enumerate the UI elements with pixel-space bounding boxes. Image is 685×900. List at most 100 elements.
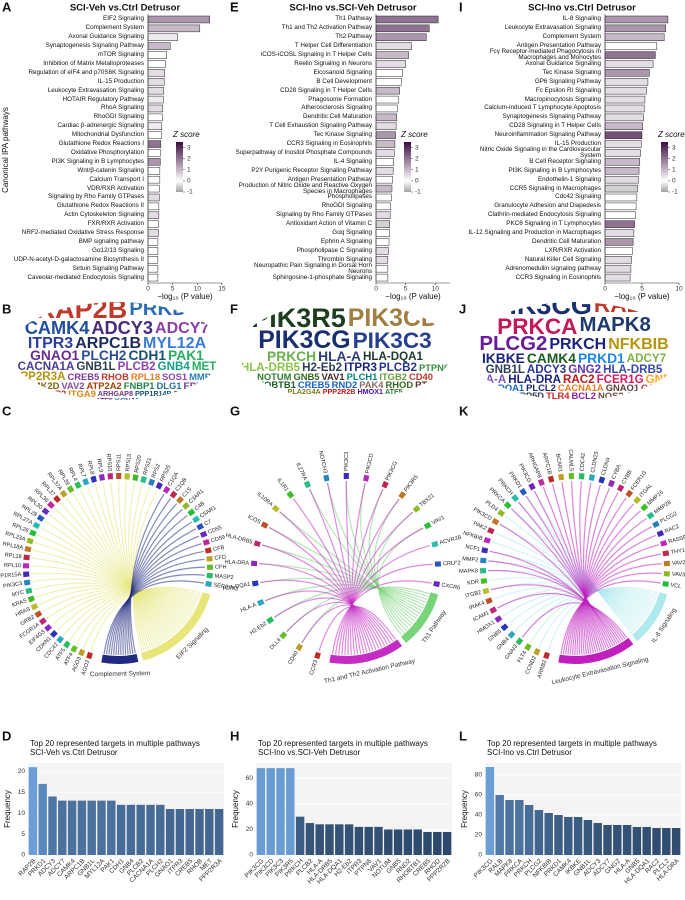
y-tick-label: Oxidative Phosphorylation <box>70 148 144 156</box>
gene-segment <box>423 521 432 530</box>
word: PLCL2 <box>526 382 556 394</box>
bar <box>604 229 635 237</box>
gene-segment <box>90 475 97 483</box>
gene-label: PIK3CD <box>472 507 492 522</box>
gene-segment <box>482 587 490 595</box>
y-tick-label: RhoA Signaling <box>100 104 144 112</box>
bar <box>375 122 397 130</box>
panel-letter: J <box>459 301 466 316</box>
word: PIK3C3 <box>352 328 432 354</box>
chord-link <box>560 580 661 654</box>
word: PLCG2 <box>479 332 548 355</box>
bar <box>583 820 593 855</box>
chord-link <box>128 482 150 650</box>
bar <box>604 86 647 95</box>
y-tick-label: B Cell Receptor Signaling <box>529 157 601 165</box>
y-tick-label: Tec Kinase Signaling <box>542 68 601 76</box>
chord-link <box>542 486 606 651</box>
bar <box>442 832 452 855</box>
y-tick-label: 60 <box>475 792 483 799</box>
word: ITPR3 <box>27 334 74 352</box>
y-tick-label: Superpathway of Inositol Phosphate Compo… <box>235 148 372 156</box>
panel-letter: G <box>230 403 240 418</box>
gene-segment <box>381 480 389 489</box>
y-tick-label: GP6 Signaling Pathway <box>534 77 601 85</box>
y-tick-label: 40 <box>475 812 483 819</box>
gene-segment <box>56 635 65 644</box>
bar <box>374 826 383 855</box>
bar <box>375 86 400 95</box>
x-tick-label: 15 <box>218 286 226 293</box>
chord-link <box>33 582 191 618</box>
gene-segment <box>199 530 208 538</box>
chord-link <box>341 527 424 655</box>
chord-link <box>31 572 188 622</box>
word: RND2 <box>331 378 358 390</box>
bar <box>604 175 639 184</box>
y-tick-label: Dendritic Cell Maturation <box>532 237 601 245</box>
gene-segment <box>500 623 509 632</box>
y-axis-title: Frequency <box>231 790 240 828</box>
bar <box>515 800 524 855</box>
word: CREB5 <box>297 378 330 390</box>
panel-letter: E <box>230 0 239 14</box>
bar <box>147 140 162 148</box>
gene-segment <box>598 476 606 484</box>
bar <box>147 273 159 282</box>
y-tick-label: LXR/RXR Activation <box>545 246 601 254</box>
gene-label: GNB5 <box>487 628 503 642</box>
y-tick-label: Antigen Presentation Pathway <box>516 42 601 50</box>
word: VAV1 <box>321 370 345 382</box>
bar <box>534 810 544 855</box>
chord-link <box>508 589 655 625</box>
gene-segment <box>24 545 32 553</box>
gene-segment <box>607 479 616 488</box>
bar <box>375 158 395 166</box>
chord-link <box>344 511 414 656</box>
chord-link <box>59 502 171 639</box>
y-tick-label: iCOS-iCOSL Signaling in T Helper Cells <box>260 50 372 58</box>
bar <box>423 832 432 855</box>
gene-segment <box>633 496 642 505</box>
chord-link <box>497 593 626 640</box>
word: GNB1L <box>485 362 525 376</box>
gene-segment <box>279 631 288 640</box>
gene-label: IL1R1 <box>275 477 289 493</box>
gene-segment <box>547 475 555 483</box>
y-tick-label: 0 <box>249 852 253 859</box>
y-tick-label: Antioxidant Action of Vitamin C <box>286 220 372 228</box>
y-tick-label: Ephrin A Signaling <box>320 237 372 245</box>
gene-label: PIK3C3 <box>3 581 23 590</box>
word: HMOX1 <box>357 386 384 396</box>
word: PPP2R3A <box>12 369 66 383</box>
word: PLA2G4A <box>287 386 321 396</box>
bar <box>147 51 167 59</box>
word: MYL12A <box>143 334 207 352</box>
gene-segment <box>503 501 512 510</box>
chord-link <box>567 553 661 655</box>
word: RHOD <box>385 378 414 390</box>
bar <box>604 167 640 175</box>
gene-label: MAPK8 <box>459 568 478 575</box>
chord-link <box>37 534 180 631</box>
bar <box>604 202 637 211</box>
gene-label: CFB <box>213 545 225 553</box>
chord-link <box>499 523 616 646</box>
bar <box>433 832 442 855</box>
gene-segment <box>314 651 321 660</box>
word: CACNA1A <box>17 359 75 373</box>
gene-label: RAC2 <box>664 524 680 535</box>
y-tick-label: Reelin Signaling in Neurons <box>294 59 372 67</box>
chord-link <box>331 580 432 655</box>
bar <box>276 768 285 855</box>
bar <box>147 42 171 50</box>
chord-link <box>334 563 433 655</box>
chord-link <box>129 493 165 654</box>
word: RHOBTB1 <box>250 378 296 390</box>
chord-link <box>62 590 199 637</box>
bar <box>344 824 354 855</box>
chart-subtitle: SCI-Ino vs.SCI-Veh Detrusor <box>258 748 361 757</box>
chart-subtitle: SCI-Ino vs.Ctrl Detrusor <box>487 748 572 757</box>
chord-link <box>351 482 366 655</box>
bar <box>375 247 389 255</box>
